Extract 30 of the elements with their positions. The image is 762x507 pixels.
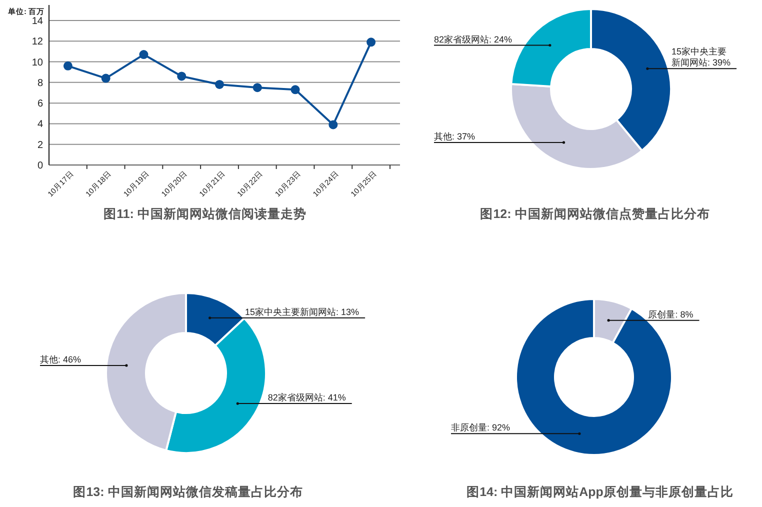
y-tick-label: 6 xyxy=(37,98,44,110)
point xyxy=(290,85,300,94)
slice-label: 其他: 46% xyxy=(40,354,82,364)
y-tick-label: 8 xyxy=(37,78,44,89)
y-tick-label: 4 xyxy=(37,119,44,130)
point xyxy=(101,74,110,83)
slice-label: 原创量: 8% xyxy=(648,309,694,320)
slice-label: 15家中央主要新闻网站: 39% xyxy=(672,46,731,68)
text: 图12: 中国新闻网站微信点赞量占比分布 xyxy=(480,206,710,221)
slice-label: 非原创量: 92% xyxy=(451,422,510,433)
point xyxy=(215,80,224,89)
point xyxy=(139,50,148,60)
slice-label: 其他: 37% xyxy=(434,131,476,142)
slice-label: 82家省级网站: 24% xyxy=(434,34,512,44)
point xyxy=(63,61,72,70)
text: 图13: 中国新闻网站微信发稿量占比分布 xyxy=(73,484,303,499)
slice-label: 82家省级网站: 41% xyxy=(268,392,346,403)
y-tick-label: 14 xyxy=(32,16,44,27)
slice-label: 15家中央主要新闻网站: 13% xyxy=(245,306,360,317)
y-tick-label: 2 xyxy=(37,140,44,151)
text: 图11: 中国新闻网站微信阅读量走势 xyxy=(104,206,306,221)
point xyxy=(366,38,376,47)
point xyxy=(252,83,262,92)
point xyxy=(328,120,338,130)
y-tick-label: 10 xyxy=(32,57,44,68)
text: 图14: 中国新闻网站App原创量与非原创量占比 xyxy=(466,484,734,499)
donut-slice xyxy=(515,298,673,456)
y-tick-label: 12 xyxy=(32,36,44,48)
y-tick-label: 0 xyxy=(37,160,44,172)
point xyxy=(177,72,186,81)
